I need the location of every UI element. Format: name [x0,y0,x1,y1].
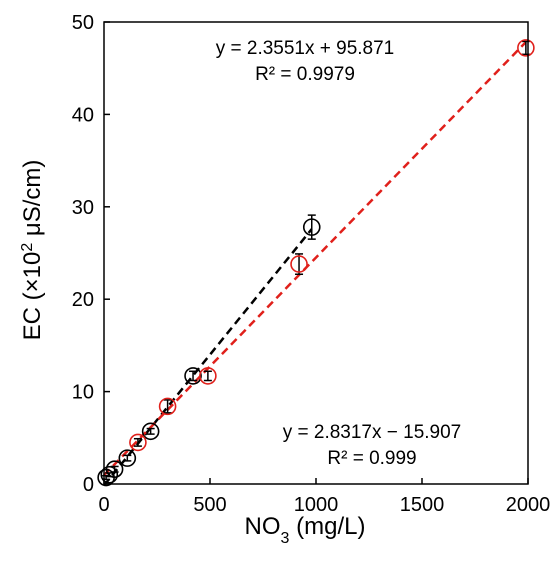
x-axis-title: NO3 (mg/L) [245,513,366,547]
x-tick-label-0: 0 [98,494,109,516]
marker [517,39,535,57]
marker [158,397,177,416]
marker [302,218,321,236]
point-0-6 [302,214,321,240]
point-1-3 [290,253,308,276]
y-tick-label-5: 50 [72,12,94,34]
red-fit-r2: R² = 0.9979 [255,64,355,85]
x-tick-label-1: 500 [193,494,226,516]
x-tick-label-4: 2000 [506,494,550,516]
x-tick-label-2: 1000 [294,494,339,516]
point-0-5 [184,367,202,385]
y-tick-label-2: 20 [72,289,94,311]
y-tick-label-1: 10 [72,382,94,404]
point-0-4 [141,422,160,441]
data-points [97,39,535,487]
fit-line-0 [103,228,313,487]
fit-lines [103,41,527,487]
point-1-0 [129,433,147,452]
marker [199,367,217,385]
axes: 0 500 1000 1500 2000 0 10 20 30 40 50 [72,12,550,516]
fit-line-1 [103,41,527,477]
marker [118,449,137,467]
marker [129,433,147,452]
marker [141,422,160,441]
y-tick-label-3: 30 [72,197,94,219]
marker [184,367,202,385]
point-0-3 [118,449,137,467]
point-1-1 [158,397,177,416]
y-tick-label-0: 0 [83,474,94,496]
point-1-4 [517,39,535,57]
x-tick-label-3: 1500 [400,494,445,516]
point-1-2 [199,367,217,385]
black-fit-r2: R² = 0.999 [327,448,416,469]
marker [100,465,119,484]
red-fit-equation: y = 2.3551x + 95.871 [216,38,395,59]
black-fit-equation: y = 2.8317x − 15.907 [283,422,462,443]
y-axis-title: EC (×102 μS/cm) [19,160,47,341]
y-tick-label-4: 40 [72,104,94,126]
marker [290,255,308,273]
point-0-2 [105,460,124,479]
marker [105,460,124,479]
